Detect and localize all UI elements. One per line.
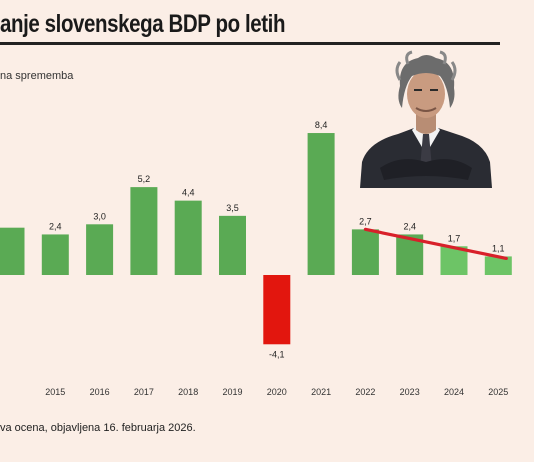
bar-2019 [219, 215, 246, 275]
x-tick-2021: 2021 [311, 387, 331, 397]
bar-2016 [86, 224, 114, 275]
bar-2014 [0, 227, 25, 275]
bar-2025 [484, 256, 512, 275]
value-label-2016: 3,0 [93, 211, 106, 221]
bar-2021 [307, 133, 335, 275]
x-tick-2020: 2020 [267, 387, 287, 397]
trend-line [363, 227, 508, 261]
person-portrait-icon [360, 50, 492, 188]
x-tick-2016: 2016 [90, 387, 110, 397]
bar-2020 [263, 275, 291, 345]
value-label-2023: 2,4 [403, 221, 416, 231]
value-label-2018: 4,4 [182, 188, 195, 198]
bar-2018 [174, 200, 202, 275]
value-label-2019: 3,5 [226, 203, 239, 213]
chart-title: anje slovenskega BDP po letih [0, 10, 286, 38]
x-tick-2024: 2024 [444, 387, 464, 397]
bar-2017 [130, 187, 158, 275]
x-tick-2025: 2025 [488, 387, 508, 397]
value-label-2015: 2,4 [49, 221, 62, 231]
footnote: va ocena, objavljena 16. februarja 2026. [0, 422, 196, 434]
value-label-2020: -4,1 [269, 349, 285, 359]
value-label-2024: 1,7 [448, 233, 461, 243]
x-tick-2022: 2022 [355, 387, 375, 397]
value-label-2025: 1,1 [492, 243, 505, 253]
title-divider [0, 42, 500, 45]
value-label-2022: 2,7 [359, 216, 372, 226]
unit-label: na sprememba [0, 70, 74, 82]
bar-2022 [351, 229, 379, 275]
x-tick-2019: 2019 [222, 387, 242, 397]
x-tick-2023: 2023 [400, 387, 420, 397]
value-label-2021: 8,4 [315, 120, 328, 130]
x-tick-2017: 2017 [134, 387, 154, 397]
x-tick-2018: 2018 [178, 387, 198, 397]
value-label-2017: 5,2 [138, 174, 151, 184]
x-tick-2015: 2015 [45, 387, 65, 397]
bar-2015 [41, 234, 69, 275]
